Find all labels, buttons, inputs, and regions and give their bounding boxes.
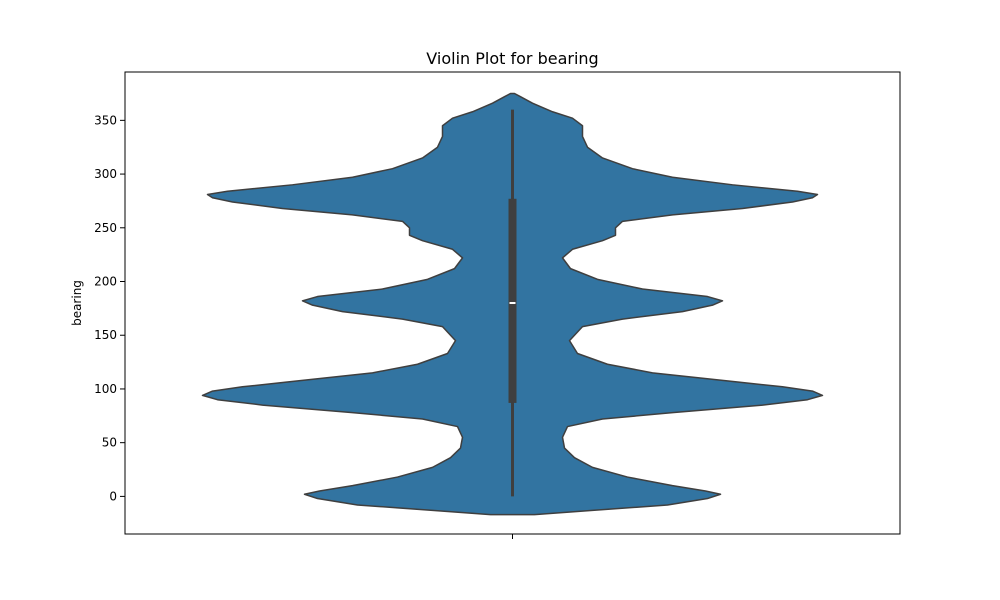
y-axis-label: bearing	[70, 280, 84, 326]
iqr-box	[508, 198, 517, 403]
y-tick-label: 200	[94, 275, 117, 289]
y-tick-label: 100	[94, 382, 117, 396]
y-tick-label: 150	[94, 328, 117, 342]
y-axis: 0 50 100 150 200 250 300 350	[94, 113, 125, 503]
y-tick-label: 350	[94, 113, 117, 127]
chart-title: Violin Plot for bearing	[426, 49, 598, 68]
y-tick-label: 0	[109, 489, 117, 503]
y-tick-label: 250	[94, 221, 117, 235]
y-tick-label: 50	[102, 436, 117, 450]
plot-area	[201, 92, 824, 516]
y-tick-label: 300	[94, 167, 117, 181]
